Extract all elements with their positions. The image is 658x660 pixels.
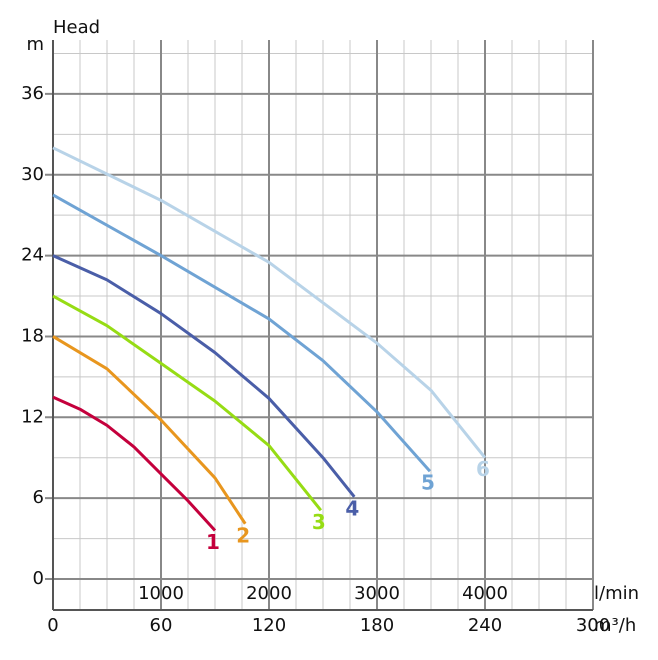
x-unit: l/min [594,583,639,604]
x2-tick-label: 120 [252,615,286,636]
y-unit: m [26,34,44,55]
x2-tick-label: 0 [47,615,58,636]
y-tick-label: 18 [21,325,44,346]
x2-unit: m³/h [594,615,636,636]
curve [52,146,487,459]
x2-tick-label: 240 [468,615,502,636]
y-tick-label: 12 [21,406,44,427]
curve [52,335,247,525]
curve-label: 4 [345,496,359,520]
y-axis-title: Head [53,17,100,38]
y-tick-label: 6 [33,487,44,508]
curve [52,254,356,498]
y-tick-label: 36 [21,83,44,104]
curve [52,395,217,532]
curve-label: 3 [312,510,326,534]
y-tick-label: 30 [21,164,44,185]
curve-label: 2 [236,523,250,547]
x2-tick-label: 60 [150,615,173,636]
y-tick-label: 24 [21,245,44,266]
y-tick-label: 0 [33,568,44,589]
curve [52,193,432,473]
curve-label: 6 [476,457,490,481]
x2-tick-label: 180 [360,615,394,636]
curve-label: 5 [421,471,435,495]
curve [52,294,323,512]
x2-tick-label: 300 [576,615,610,636]
curve-label: 1 [206,530,220,554]
